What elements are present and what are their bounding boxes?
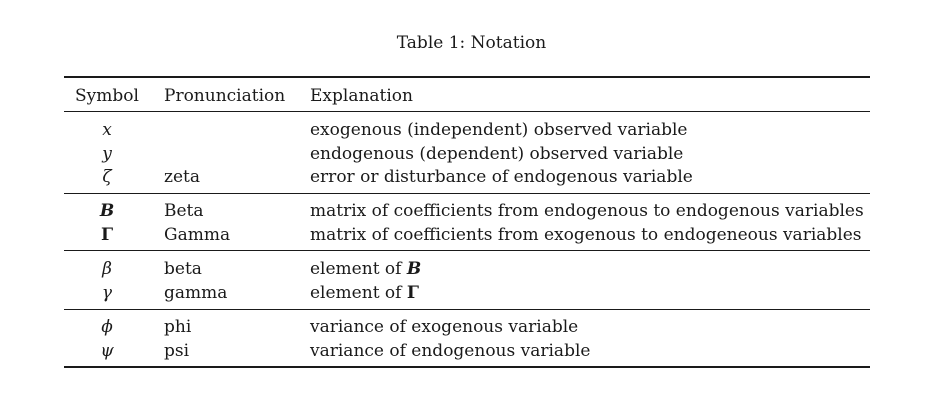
symbol-Beta: B: [99, 201, 115, 221]
pronunciation-zeta: zeta: [164, 167, 200, 187]
explanation-x: exogenous (independent) observed variabl…: [310, 120, 688, 140]
top-rule: [64, 76, 870, 78]
pronunciation-psi: psi: [164, 341, 190, 361]
explanation-psi: variance of endogenous variable: [310, 341, 591, 361]
pronunciation-Gamma: Gamma: [164, 225, 231, 245]
symbol-gamma: γ: [101, 283, 113, 303]
header-rule: [64, 111, 870, 112]
symbol-Gamma: Γ: [100, 225, 114, 245]
group-rule-3: [64, 309, 870, 310]
symbol-phi: ϕ: [101, 317, 113, 337]
explanation-beta: element of B: [310, 259, 421, 279]
explanation-beta-symbol: B: [406, 259, 422, 279]
symbol-zeta: ζ: [102, 167, 112, 187]
bottom-rule: [64, 366, 870, 368]
explanation-Gamma: matrix of coefficients from exogenous to…: [310, 225, 862, 245]
header-explanation: Explanation: [310, 86, 413, 106]
group-rule-1: [64, 193, 870, 194]
explanation-phi: variance of exogenous variable: [310, 317, 579, 337]
pronunciation-phi: phi: [164, 317, 192, 337]
symbol-x: x: [102, 120, 112, 140]
group-rule-2: [64, 250, 870, 251]
pronunciation-Beta: Beta: [164, 201, 204, 221]
explanation-Beta: matrix of coefficients from endogenous t…: [310, 201, 864, 221]
explanation-gamma-symbol: Γ: [406, 283, 419, 303]
symbol-y: y: [102, 144, 112, 164]
explanation-beta-text: element of: [310, 259, 407, 279]
pronunciation-beta: beta: [164, 259, 202, 279]
header-symbol: Symbol: [75, 86, 139, 106]
explanation-y: endogenous (dependent) observed variable: [310, 144, 684, 164]
pronunciation-gamma: gamma: [164, 283, 228, 303]
explanation-zeta: error or disturbance of endogenous varia…: [310, 167, 693, 187]
symbol-psi: ψ: [100, 341, 114, 361]
explanation-gamma: element of Γ: [310, 283, 419, 303]
symbol-beta: β: [102, 259, 112, 279]
explanation-gamma-text: element of: [310, 283, 407, 303]
table-caption: Table 1: Notation: [396, 33, 547, 53]
header-pronunciation: Pronunciation: [164, 86, 286, 106]
